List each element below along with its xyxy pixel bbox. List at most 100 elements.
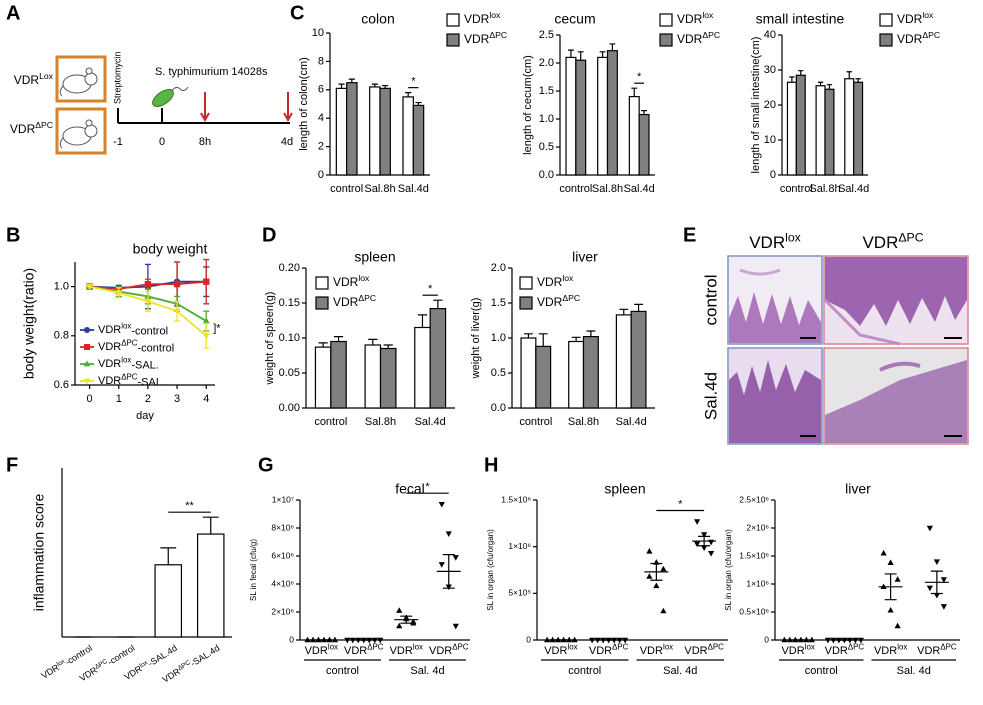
marker [857,637,864,644]
chart-title: liver [572,249,598,265]
legend-label: VDRlox [537,273,574,289]
histology-image [823,255,969,346]
timepoint: 0 [159,136,165,148]
marker [708,550,715,557]
error-bar [698,535,711,547]
x-tick-label: control [519,416,552,428]
histology: VDRlox VDRΔPC control Sal.4d [701,231,969,445]
chart-title: body weight [133,241,208,257]
y-tick-label: 0.5 [491,367,506,379]
marker [589,637,596,644]
significance-label: * [411,76,416,88]
x-tick-label: control [314,416,347,428]
error-bar [318,342,328,348]
y-tick-label: 4 [318,112,324,124]
arrow [283,92,293,123]
error-bar [160,547,177,565]
error-bar [538,333,548,347]
bar [565,56,577,176]
error-bar [417,314,428,328]
marker [331,636,339,643]
group-label: control [326,665,359,677]
antibiotic-label: Streptomycin [112,51,122,104]
x-tick-label: control [559,183,592,195]
marker [377,637,384,644]
bar [535,345,552,409]
marker [571,636,578,643]
error-bar [383,344,393,349]
y-tick-label: 2.0 [539,57,554,69]
legend-swatch [446,33,460,47]
y-tick-label: 2.0 [491,262,506,274]
legend-label: VDRΔPC [897,30,940,46]
y-tick-label: 0.00 [279,402,300,414]
error-bar [202,516,219,535]
bar [630,310,647,409]
marker [660,607,667,614]
marker [926,525,933,532]
y-tick-label: 0.20 [279,262,300,274]
legend-label: VDRlox-control [98,322,168,338]
y-tick-label: 1.5 [491,297,506,309]
chart-title: colon [361,11,394,27]
x-tick-label: Sal.8h [365,416,396,428]
timepoint: 8h [199,136,211,148]
legend-swatch [659,33,673,47]
error-bar [631,87,638,97]
bar [364,344,382,409]
x-axis-label: day [136,410,154,422]
significance-label: ** [185,500,194,512]
marker [660,565,667,572]
y-tick-label: 2×10⁶ [271,606,294,616]
marker [701,532,708,538]
marker [926,585,933,592]
significance-label: ]* [213,322,221,334]
x-tick-label: control [780,183,813,195]
panel-label: B [6,224,20,246]
significance-label: * [678,498,683,510]
marker [701,545,708,551]
marker [622,637,629,644]
y-tick-label: 0 [318,169,324,181]
error-bar [442,554,455,589]
y-tick-label: 1×10⁷ [272,494,294,504]
bar [346,82,358,176]
bar [412,104,425,176]
x-tick-label: VDRΔPC [825,643,865,657]
bar [615,314,632,409]
error-bar [524,333,533,338]
group-label: control [568,665,601,677]
x-tick-label: VDRΔPC [429,643,469,657]
bar [154,564,183,638]
error-bar [338,83,345,89]
marker [646,573,653,579]
bar [582,336,599,409]
y-axis-label: body weight(ratio) [21,268,37,379]
chart-title: small intestine [756,11,845,27]
mouse-icon [59,67,98,149]
marker [84,344,90,350]
y-tick-label: 1.0 [539,113,554,125]
marker [933,559,940,565]
legend-swatch [315,276,329,290]
y-tick-label: 1.0 [54,281,69,293]
y-axis-label: weight of spleen(g) [264,292,276,386]
marker [344,637,351,644]
error-bar [826,84,833,90]
bar [314,346,332,409]
x-tick-label: VDRlox [305,643,338,657]
group-label: control [805,665,838,677]
bar [597,56,609,176]
y-tick-label: 8 [318,55,324,67]
marker [304,636,311,643]
marker [84,327,90,333]
marker [83,378,91,385]
error-bar [405,92,412,97]
y-tick-label: 20 [764,99,776,111]
y-axis-label: inflammation score [31,494,47,612]
y-tick-label: 1.5 [539,85,554,97]
x-tick-label: Sal.4d [616,416,647,428]
marker [144,280,152,288]
y-tick-label: 0 [770,169,776,181]
x-tick-label: 1 [116,393,122,405]
